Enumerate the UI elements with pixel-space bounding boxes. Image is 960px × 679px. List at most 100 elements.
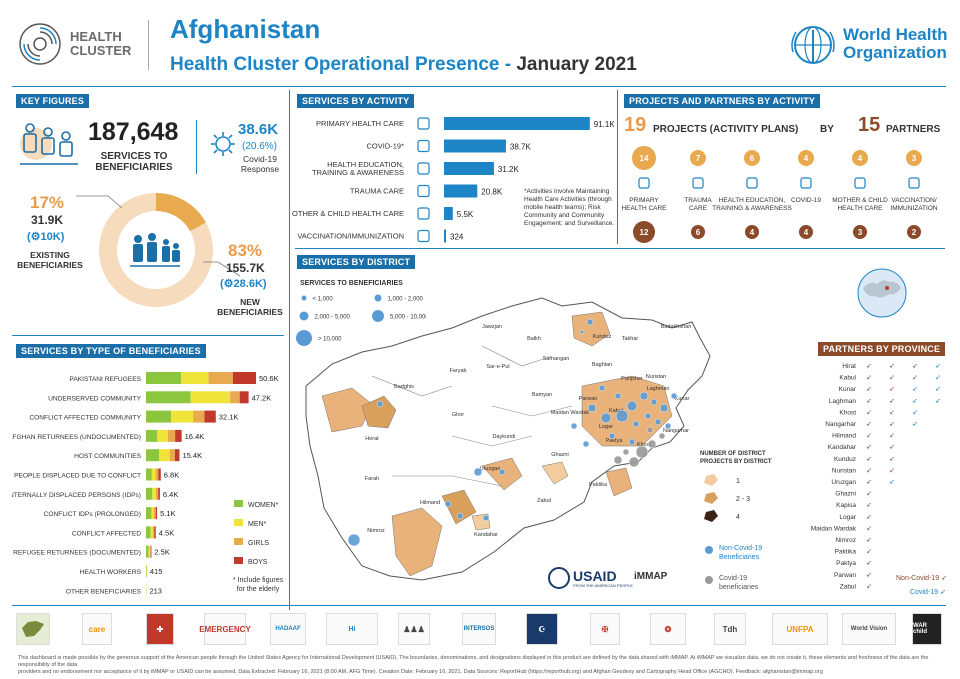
activity-value-0: 91.1K xyxy=(594,120,614,129)
proj-legend-swatch-2 xyxy=(704,510,718,522)
province-label-10: Panjsher xyxy=(621,376,643,382)
donut-slice-1 xyxy=(99,193,213,307)
partners-circle-1 xyxy=(691,225,705,239)
footer-disclaimer: This dashboard is made possible by the g… xyxy=(18,655,929,675)
district-dot-6 xyxy=(632,420,640,428)
province-name-6: Hilmand xyxy=(832,433,856,440)
type-legend-label-2: GIRLS xyxy=(248,540,269,547)
covid-partner-icon-5-0: ➶ xyxy=(912,421,918,428)
type-bar-3-3 xyxy=(175,429,182,442)
size-legend-dot-1 xyxy=(374,294,382,302)
province-label-23: Ghazni xyxy=(551,452,568,458)
partner-logo-intersos: INTERSOS xyxy=(462,613,496,645)
type-bar-2-0 xyxy=(146,410,172,423)
type-bar-0-3 xyxy=(232,372,256,384)
partners-by-province-chart: Hirat ➶ ➶ ➶ ➶ Kabul ➶ ➶ ➶ ➶ Kunar ➶ ➶ ➶ ➶ Laghman ➶ ➶ ➶ ➶ Kh… xyxy=(811,363,941,590)
projects-count-3: 4 xyxy=(804,154,809,163)
services-by-district-header: SERVICES BY DISTRICT xyxy=(297,255,416,269)
district-shape-6 xyxy=(441,489,477,525)
activity-label-4: MOTHER & CHILD HEALTH CARE xyxy=(292,209,404,218)
globe-icon xyxy=(855,266,909,320)
province-label-12: Bamyan xyxy=(532,392,552,398)
services-by-activity-header: SERVICES BY ACTIVITY xyxy=(297,94,415,108)
province-label-14: Kunar xyxy=(675,396,690,402)
page-title: Afghanistan xyxy=(170,14,321,44)
district-dot-5 xyxy=(615,409,629,423)
type-legend-swatch-1 xyxy=(234,519,243,526)
existing-pct: 17% xyxy=(30,193,65,212)
province-label-27: Farah xyxy=(365,476,379,482)
partners-circle-5 xyxy=(907,225,921,239)
type-bar-0-1 xyxy=(181,372,209,384)
new-value: 155.7K xyxy=(226,261,265,275)
type-bar-1-2 xyxy=(230,391,240,404)
type-bar-3-1 xyxy=(157,429,168,442)
district-dot-3 xyxy=(659,403,669,413)
activity-icon-1 xyxy=(417,139,430,153)
noncovid-partner-icon-0-0: ➶ xyxy=(866,363,872,370)
noncovid-partner-icon-9-0: ➶ xyxy=(866,467,872,474)
type-bar-7-0 xyxy=(146,507,152,520)
province-label-22: Daykundi xyxy=(493,434,516,440)
activity-label-2: HEALTH EDUCATION, xyxy=(327,160,404,169)
district-dot-0 xyxy=(626,400,638,412)
covid-response-pct: (20.6%) xyxy=(242,141,278,152)
province-name-19: Zabul xyxy=(840,583,857,590)
noncovid-partner-icon-8-0: ➶ xyxy=(866,456,872,463)
noncovid-partner-icon-13-0: ➶ xyxy=(866,514,872,521)
province-label-9: Badghis xyxy=(394,384,414,390)
province-label-1: Jawzjan xyxy=(482,324,502,330)
non-covid-legend: Non-Covid-19 Beneficiaries xyxy=(705,544,762,562)
activity-label-0: PRIMARY HEALTH CARE xyxy=(316,119,404,128)
projects-circle-5 xyxy=(906,150,922,166)
district-dot-30 xyxy=(482,514,490,522)
province-label-29: Zabul xyxy=(537,498,551,504)
province-label-18: Kabul xyxy=(609,408,623,414)
noncovid-partner-icon-6-0: ➶ xyxy=(866,433,872,440)
district-shape-2 xyxy=(571,311,611,347)
type-label-2: CONFLICT AFFECTED COMMUNITY xyxy=(29,415,141,422)
people-logo: ♟♟♟ xyxy=(398,613,430,645)
afghanistan-district-map: Badakhshan Jawzjan Balkh Kunduz Takhar Faryab… xyxy=(305,297,711,581)
type-bar-9-3 xyxy=(150,545,152,558)
type-bar-6-2 xyxy=(155,487,159,500)
province-label-31: Nimroz xyxy=(367,528,385,534)
pp-label2-4: HEALTH CARE xyxy=(837,205,883,212)
activity-value-5: 324 xyxy=(450,233,464,242)
pp-label2-5: IMMUNIZATION xyxy=(890,205,937,212)
pp-activity-icon-4 xyxy=(854,177,866,189)
activity-bar-2 xyxy=(444,162,494,175)
proj-legend-label-2: 4 xyxy=(736,514,740,521)
who-logo-text: World Health Organization xyxy=(843,25,948,62)
type-bar-1-1 xyxy=(190,391,231,404)
province-label-19: Laghman xyxy=(647,386,670,392)
activity-bar-3 xyxy=(444,184,478,198)
type-bar-8-1 xyxy=(150,526,153,539)
handicap-international-logo: Hi xyxy=(326,613,378,645)
pp-label1-2: HEALTH EDUCATION, xyxy=(719,197,786,204)
beneficiaries-people-icon xyxy=(16,118,82,172)
province-label-5: Faryab xyxy=(449,368,466,374)
covid-partner-icon-10-0: ➶ xyxy=(889,479,895,486)
type-total-11: 213 xyxy=(149,586,162,595)
district-dot-2 xyxy=(650,398,658,406)
type-legend: WOMEN* MEN* GIRLS BOYS xyxy=(234,500,279,566)
partners-circle-4 xyxy=(853,225,867,239)
pp-activity-icon-1 xyxy=(692,177,704,189)
province-name-3: Laghman xyxy=(829,398,856,405)
partners-by-province-header: PARTNERS BY PROVINCE xyxy=(818,342,946,356)
noncovid-partner-icon-2-1: ➶ xyxy=(889,386,895,393)
covid-partner-icon-2-1: ➶ xyxy=(935,386,941,393)
country-outline xyxy=(305,297,711,581)
type-label-8: CONFLICT AFFECTED xyxy=(72,530,141,537)
size-legend-dot-2 xyxy=(299,311,309,321)
province-label-8: Baghlan xyxy=(592,362,612,368)
province-name-18: Parwan xyxy=(834,572,856,579)
noncovid-partner-icon-5-0: ➶ xyxy=(866,421,872,428)
new-covid-value: (⚙28.6K) xyxy=(220,278,267,290)
province-name-8: Kunduz xyxy=(834,456,856,463)
noncovid-partner-icon-1-0: ➶ xyxy=(866,375,872,382)
type-bar-2-1 xyxy=(171,410,194,423)
donut-slice-0 xyxy=(155,193,206,232)
noncovid-partner-icon-3-1: ➶ xyxy=(889,398,895,405)
